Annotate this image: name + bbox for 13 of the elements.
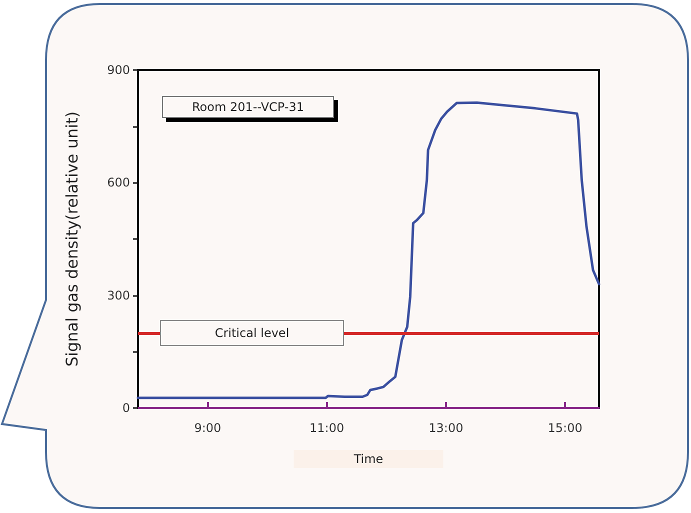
y-tick-label: 300: [107, 288, 130, 302]
x-tick-label: 9:00: [194, 421, 222, 435]
x-tick-label: 15:00: [548, 421, 582, 435]
label-box: Critical level: [160, 320, 344, 346]
line-series: [136, 101, 600, 400]
y-axis-title: Signal gas density(relative unit): [62, 111, 82, 367]
x-axis-title: Time: [352, 452, 384, 466]
x-tick-label: 11:00: [310, 421, 344, 435]
annotation: Room 201--VCP-31: [162, 96, 334, 118]
y-tick-label: 0: [122, 401, 130, 415]
x-tick-label: 13:00: [428, 421, 464, 435]
y-tick-label: 900: [107, 63, 130, 77]
y-tick-label: 600: [107, 176, 130, 190]
